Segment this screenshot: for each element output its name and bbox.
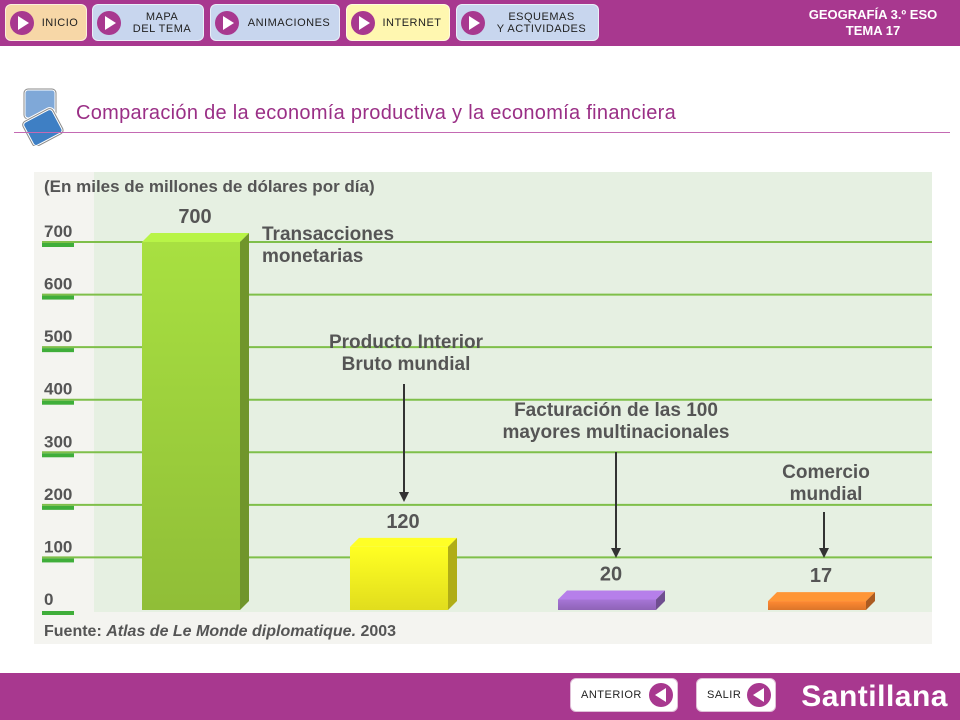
- tick-marker: [42, 558, 74, 563]
- top-nav-bar: INICIO MAPA DEL TEMA ANIMACIONES INTERNE…: [0, 0, 960, 46]
- y-tick-label: 200: [44, 485, 72, 504]
- play-icon: [10, 10, 34, 35]
- anterior-button[interactable]: ANTERIOR: [570, 678, 678, 712]
- bar-top-face: [768, 592, 875, 602]
- course-subject: GEOGRAFÍA 3.º ESO: [808, 7, 938, 22]
- back-arrow-icon: [649, 683, 673, 707]
- tick-marker: [42, 348, 74, 353]
- bar: [558, 599, 656, 610]
- santillana-logo: Santillana: [801, 680, 948, 713]
- tick-marker: [42, 453, 74, 458]
- chart-svg: 0 100 200 300 400 500 600 700 700 120 20 17 Transac…: [34, 172, 932, 644]
- y-tick-label: 300: [44, 432, 72, 451]
- chart-unit-label: (En miles de millones de dólares por día…: [44, 177, 375, 196]
- bar-top-face: [142, 233, 249, 242]
- nav-internet-button[interactable]: INTERNET: [346, 4, 450, 41]
- y-tick-label: 400: [44, 380, 72, 399]
- tick-marker: [42, 611, 74, 615]
- course-label: GEOGRAFÍA 3.º ESO TEMA 17: [798, 7, 948, 39]
- y-tick-label: 0: [44, 590, 53, 609]
- play-icon: [215, 10, 239, 35]
- bar-side-face: [448, 537, 457, 610]
- bar: [350, 546, 448, 610]
- category-label: Bruto mundial: [342, 354, 471, 375]
- bar-top-face: [558, 590, 665, 600]
- play-icon: [351, 10, 375, 35]
- bar-side-face: [866, 592, 875, 610]
- category-label: Transacciones: [262, 224, 394, 245]
- nav-internet-label: INTERNET: [382, 16, 442, 29]
- chart-source: Fuente: Atlas de Le Monde diplomatique. …: [44, 623, 396, 640]
- tick-marker: [42, 243, 74, 247]
- source-title: Atlas de Le Monde diplomatique.: [105, 623, 356, 640]
- bar-side-face: [240, 233, 249, 610]
- bottom-bar: ANTERIOR SALIR: [0, 673, 960, 720]
- course-unit: TEMA 17: [845, 23, 901, 38]
- tick-marker: [42, 400, 74, 405]
- value-label: 17: [810, 565, 832, 587]
- economy-comparison-chart: 0 100 200 300 400 500 600 700 700 120 20 17 Transac…: [34, 172, 932, 644]
- category-label: monetarias: [262, 246, 363, 267]
- nav-esquemas-label: ESQUEMAS Y ACTIVIDADES: [496, 10, 587, 35]
- page-title: Comparación de la economía productiva y …: [76, 102, 677, 124]
- anterior-label: ANTERIOR: [581, 689, 642, 701]
- y-tick-label: 700: [44, 222, 72, 241]
- slides-icon: [21, 87, 65, 146]
- arrow-head: [399, 492, 409, 502]
- source-year: 2003: [356, 623, 396, 640]
- nav-inicio-label: INICIO: [41, 16, 79, 29]
- bar-top-face: [350, 537, 457, 547]
- nav-animaciones-label: ANIMACIONES: [247, 16, 331, 29]
- nav-inicio-button[interactable]: INICIO: [5, 4, 87, 41]
- tick-marker: [42, 295, 74, 300]
- nav-mapa-button[interactable]: MAPA DEL TEMA: [92, 4, 204, 41]
- play-icon: [461, 10, 485, 35]
- value-label: 120: [386, 511, 419, 533]
- nav-mapa-label: MAPA DEL TEMA: [132, 10, 192, 35]
- nav-animaciones-button[interactable]: ANIMACIONES: [210, 4, 340, 41]
- category-label: mayores multinacionales: [502, 422, 729, 443]
- category-label: Comercio: [782, 462, 870, 483]
- category-label: Producto Interior: [329, 332, 484, 353]
- bar-side-face: [656, 590, 665, 610]
- category-label: Facturación de las 100: [514, 400, 718, 421]
- salir-button[interactable]: SALIR: [696, 678, 776, 712]
- back-arrow-icon: [747, 683, 771, 707]
- source-prefix: Fuente:: [44, 623, 106, 640]
- play-icon: [97, 10, 121, 35]
- nav-esquemas-button[interactable]: ESQUEMAS Y ACTIVIDADES: [456, 4, 599, 41]
- title-divider: [14, 132, 950, 133]
- y-tick-label: 600: [44, 275, 72, 294]
- bar: [768, 601, 866, 610]
- category-label: mundial: [790, 484, 863, 505]
- y-tick-label: 500: [44, 327, 72, 346]
- value-label: 20: [600, 563, 622, 585]
- y-tick-label: 100: [44, 537, 72, 556]
- salir-label: SALIR: [707, 689, 742, 701]
- arrow-head: [819, 548, 829, 558]
- arrow-head: [611, 548, 621, 558]
- bar: [142, 242, 240, 610]
- value-label: 700: [178, 206, 211, 228]
- tick-marker: [42, 505, 74, 510]
